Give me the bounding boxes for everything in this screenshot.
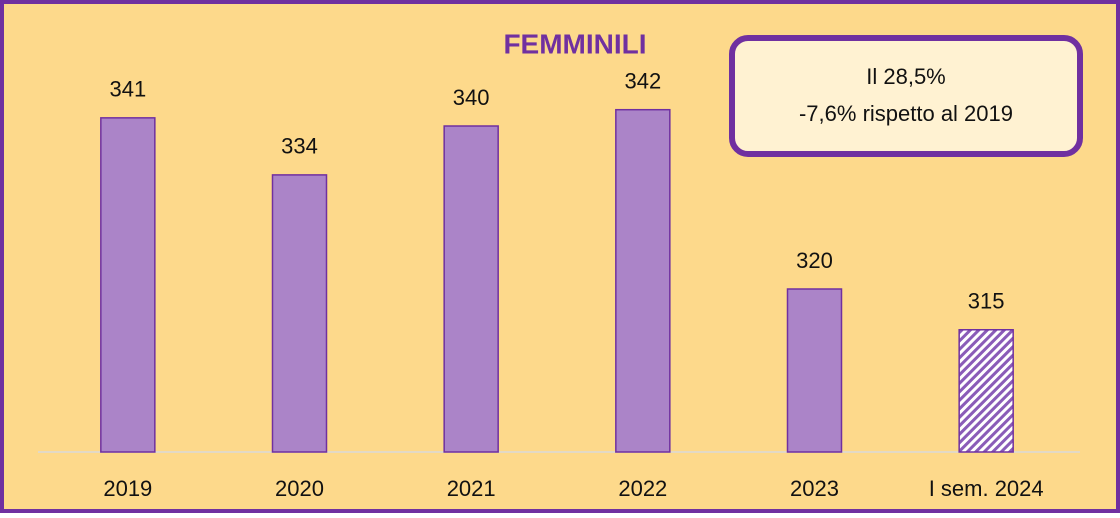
bar — [615, 108, 671, 453]
bar — [786, 288, 843, 453]
value-label: 334 — [281, 134, 318, 159]
chart-title: FEMMINILI — [503, 28, 646, 59]
bar — [100, 117, 156, 453]
x-tick-label: 2021 — [447, 476, 496, 501]
value-label: 340 — [453, 85, 490, 110]
x-tick-label: 2020 — [275, 476, 324, 501]
x-tick-label: 2019 — [103, 476, 152, 501]
value-label: 315 — [968, 289, 1005, 314]
bar — [271, 174, 328, 453]
value-label: 320 — [796, 248, 833, 273]
x-tick-label: I sem. 2024 — [929, 476, 1044, 501]
bar — [958, 329, 1014, 453]
annotation-box — [729, 35, 1083, 157]
value-label: 341 — [109, 77, 146, 102]
annotation: -7,6% rispetto al 2019 — [799, 101, 1013, 126]
bar — [443, 125, 499, 453]
annotation: Il 28,5% — [866, 64, 946, 89]
x-tick-label: 2022 — [618, 476, 667, 501]
x-tick-label: 2023 — [790, 476, 839, 501]
value-label: 342 — [624, 69, 661, 94]
